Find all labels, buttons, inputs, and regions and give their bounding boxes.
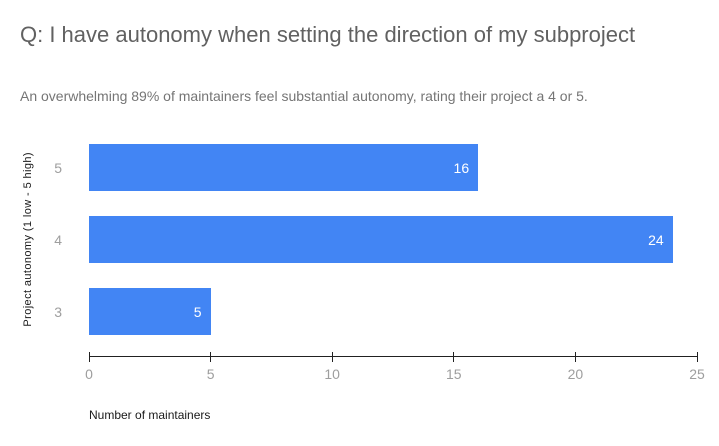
- bar: 16: [89, 144, 479, 191]
- x-axis-tick-mark: [210, 352, 212, 362]
- x-axis-tick-mark: [331, 352, 333, 362]
- chart-subtitle: An overwhelming 89% of maintainers feel …: [20, 88, 588, 104]
- x-axis-tick-mark: [574, 352, 576, 362]
- bar-value-label: 5: [193, 303, 202, 320]
- bar-value-label: 24: [648, 231, 664, 248]
- x-axis-tick-mark: [89, 352, 90, 362]
- x-axis-tick-label: 10: [324, 366, 340, 382]
- x-axis-tick-mark: [696, 352, 698, 362]
- plot-area: 5 16 4 24 3 5 0 5 10 15 20 25: [54, 144, 705, 384]
- bar-row: 4 24: [54, 216, 697, 263]
- x-axis-tick-label: 25: [689, 366, 705, 382]
- bar: 24: [89, 216, 673, 263]
- chart-title: Q: I have autonomy when setting the dire…: [20, 22, 636, 47]
- category-label: 3: [54, 303, 62, 320]
- y-axis-title-text: Project autonomy (1 low - 5 high): [22, 152, 34, 327]
- x-axis-tick-mark: [453, 352, 455, 362]
- x-axis-tick-label: 20: [567, 366, 584, 382]
- bar-value-label: 16: [453, 159, 470, 176]
- y-axis-title: Project autonomy (1 low - 5 high): [20, 144, 36, 335]
- category-label: 5: [54, 159, 62, 176]
- category-label: 4: [54, 231, 62, 248]
- bar-row: 5 16: [54, 144, 697, 191]
- bar: 5: [89, 288, 211, 335]
- x-axis-tick-label: 5: [206, 366, 215, 382]
- x-axis-tick-label: 0: [85, 366, 93, 382]
- x-axis-tick-label: 15: [446, 366, 462, 382]
- x-axis-line: [89, 356, 698, 357]
- x-axis-title: Number of maintainers: [89, 408, 211, 422]
